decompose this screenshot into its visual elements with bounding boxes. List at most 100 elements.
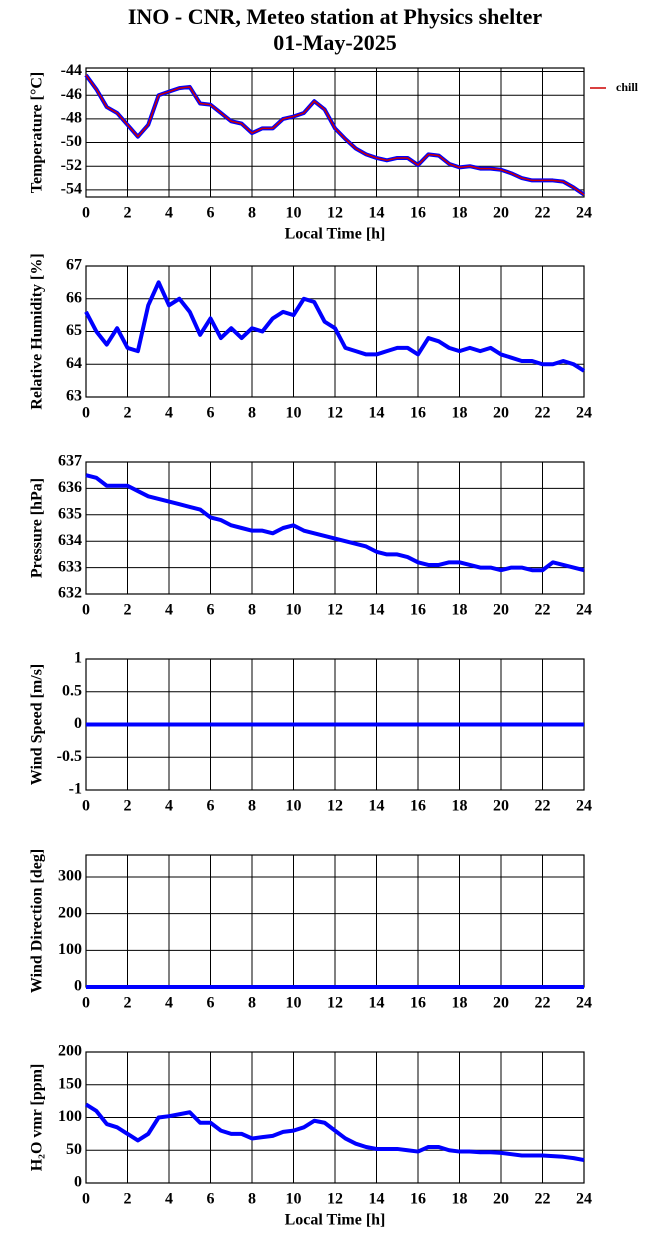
x-tick-label: 20 [493,995,509,1012]
plot-frame [85,461,585,595]
y-axis-label: Pressure [hPa] [29,478,46,578]
y-axis-label: Wind Direction [deg] [29,849,46,993]
x-tick-label: 0 [82,205,90,222]
y-tick-label: 632 [58,585,82,602]
x-tick-label: 22 [535,995,551,1012]
x-tick-label: 2 [124,405,132,422]
x-tick-label: 24 [576,1191,592,1208]
x-tick-label: 12 [327,205,343,222]
data-line [84,280,586,373]
x-tick-label: 4 [165,405,173,422]
x-tick-label: 22 [535,205,551,222]
x-tick-label: 4 [165,995,173,1012]
x-tick-label: 4 [165,205,173,222]
x-tick-label: 8 [248,602,256,619]
x-tick-label: 16 [410,995,426,1012]
x-tick-label: 12 [327,602,343,619]
y-tick-label: 50 [66,1141,82,1158]
y-tick-label: -0.5 [57,748,82,765]
x-tick-label: 2 [124,798,132,815]
x-tick-label: 24 [576,405,592,422]
plot-frame [85,265,585,398]
x-tick-label: 10 [286,205,302,222]
y-tick-label: 200 [58,1043,82,1060]
y-axis-label: Temperature [°C] [29,72,46,193]
y-tick-label: -1 [69,781,82,798]
x-tick-label: 16 [410,205,426,222]
x-tick-label: 10 [286,405,302,422]
x-tick-label: 16 [410,798,426,815]
x-tick-label: 6 [207,798,215,815]
x-tick-label: 12 [327,798,343,815]
y-axis-label: H₂O vmr [ppm] [29,1064,46,1172]
x-tick-label: 18 [452,205,468,222]
y-tick-label: 0 [74,1174,82,1191]
x-tick-label: 2 [124,205,132,222]
y-tick-label: 150 [58,1075,82,1092]
x-tick-label: 4 [165,1191,173,1208]
y-tick-label: 0 [74,978,82,995]
x-tick-label: 10 [286,602,302,619]
x-tick-label: 6 [207,205,215,222]
x-tick-label: 6 [207,602,215,619]
x-tick-label: 18 [452,1191,468,1208]
x-tick-label: 20 [493,405,509,422]
data-line [85,74,585,196]
x-tick-label: 12 [327,405,343,422]
y-tick-label: 64 [66,355,82,372]
x-tick-label: 4 [165,798,173,815]
x-tick-label: 0 [82,602,90,619]
y-tick-label: -50 [61,133,82,150]
x-tick-label: 22 [535,405,551,422]
x-axis-label: Local Time [h] [285,226,386,243]
x-tick-label: 24 [576,205,592,222]
y-tick-label: 100 [58,941,82,958]
legend-label: chill [616,80,639,94]
x-tick-label: 22 [535,602,551,619]
x-tick-label: 14 [369,1191,385,1208]
x-tick-label: 8 [248,205,256,222]
x-tick-label: 22 [535,1191,551,1208]
y-tick-label: 635 [58,505,82,522]
y-tick-label: 636 [58,479,82,496]
x-tick-label: 6 [207,995,215,1012]
x-tick-label: 14 [369,405,385,422]
y-tick-label: -46 [61,86,82,103]
x-tick-label: 24 [576,798,592,815]
x-tick-label: 14 [369,205,385,222]
x-tick-label: 0 [82,798,90,815]
y-tick-label: 200 [58,904,82,921]
y-axis-label: Relative Humidity [%] [29,253,46,409]
y-tick-label: 0 [74,715,82,732]
x-tick-label: 16 [410,1191,426,1208]
x-tick-label: 20 [493,602,509,619]
x-tick-label: 14 [369,995,385,1012]
x-tick-label: 16 [410,405,426,422]
x-tick-label: 8 [248,798,256,815]
plot-frame [85,67,585,198]
y-axis-label: Wind Speed [m/s] [29,664,46,786]
x-tick-label: 20 [493,798,509,815]
x-tick-label: 14 [369,602,385,619]
x-tick-label: 10 [286,1191,302,1208]
x-tick-label: 0 [82,995,90,1012]
x-tick-label: 18 [452,798,468,815]
x-tick-label: 24 [576,602,592,619]
x-tick-label: 24 [576,995,592,1012]
x-tick-label: 0 [82,405,90,422]
x-tick-label: 12 [327,1191,343,1208]
y-tick-label: -48 [61,110,82,127]
y-tick-label: 66 [66,289,82,306]
y-tick-label: 300 [58,868,82,885]
x-tick-label: 18 [452,405,468,422]
x-tick-label: 2 [124,1191,132,1208]
x-tick-label: 14 [369,798,385,815]
x-tick-label: 10 [286,995,302,1012]
y-tick-label: -52 [61,157,82,174]
x-tick-label: 20 [493,1191,509,1208]
x-tick-label: 2 [124,995,132,1012]
y-tick-label: 633 [58,558,82,575]
x-tick-label: 18 [452,602,468,619]
